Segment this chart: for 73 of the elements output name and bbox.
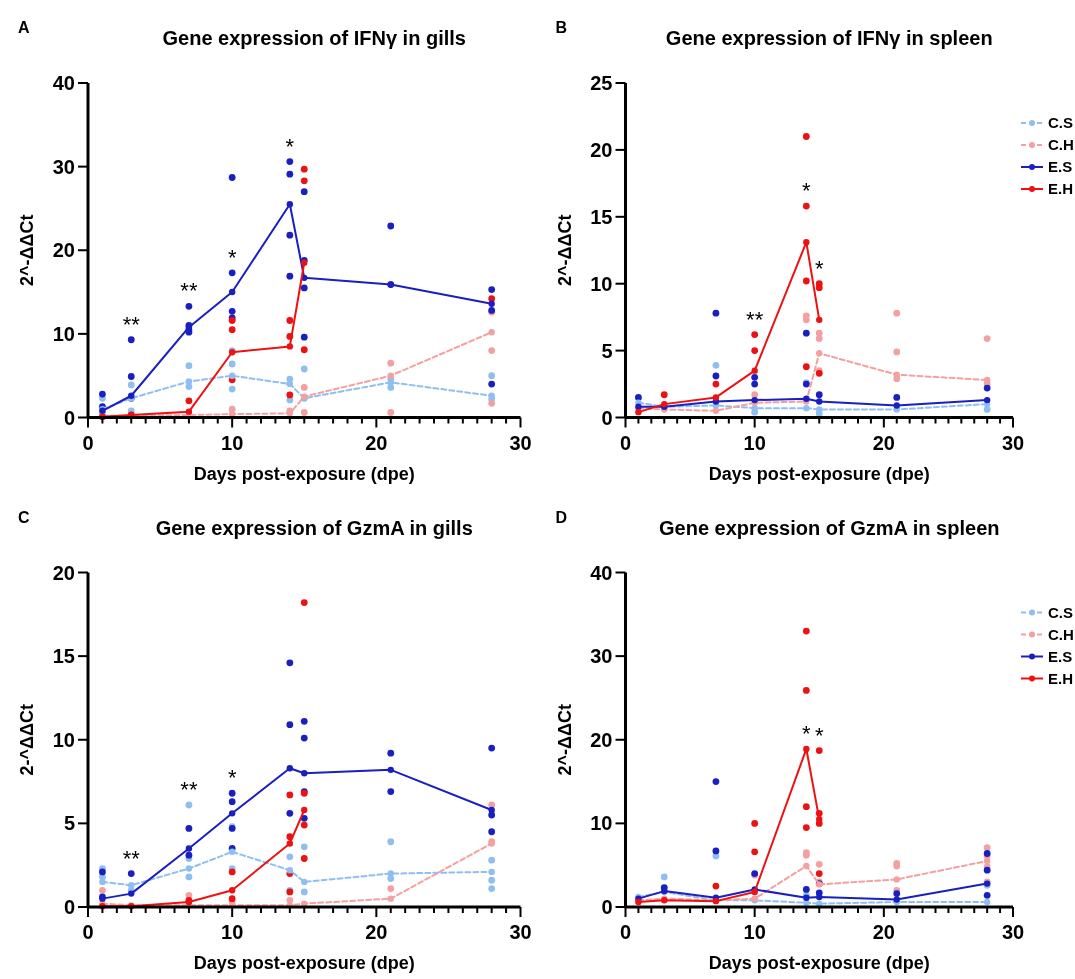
y-tick-label: 10 [590, 812, 613, 835]
annotation: ** [746, 306, 764, 332]
y-tick-label: 10 [52, 728, 75, 751]
annotation: ** [122, 311, 141, 337]
y-tick-label: 15 [590, 205, 613, 228]
legend-label: C.H [1048, 136, 1074, 154]
annotation: * [814, 255, 824, 281]
annotation: * [814, 722, 824, 748]
y-tick-label: 0 [601, 896, 613, 918]
x-axis-title: Days post-exposure (dpe) [708, 463, 930, 484]
legend-label: E.H [1048, 180, 1074, 198]
text: B [555, 19, 568, 36]
chart-title: Gene expression of GzmA in spleen [659, 516, 1000, 539]
y-tick-label: 0 [63, 896, 75, 918]
y-tick-label: 15 [52, 645, 75, 668]
y-tick-label: 5 [601, 339, 613, 362]
legend-label: E.S [1048, 158, 1073, 176]
legend-label: C.S [1048, 603, 1074, 621]
y-tick-label: 20 [590, 138, 613, 161]
x-tick-label: 10 [221, 921, 244, 943]
y-tick-label: 20 [590, 728, 613, 751]
annotation: * [285, 133, 295, 159]
y-tick-label: 25 [590, 72, 613, 94]
x-axis-title: Days post-exposure (dpe) [193, 953, 415, 973]
annotation: ** [122, 845, 141, 871]
x-tick-label: 30 [1001, 921, 1025, 943]
y-tick-label: 30 [52, 155, 75, 178]
y-axis-title: 2^-ΔΔCt [17, 214, 37, 286]
x-tick-label: 20 [365, 431, 388, 454]
text: D [555, 508, 568, 526]
x-tick-label: 0 [82, 921, 94, 943]
legend-label: E.H [1048, 669, 1074, 687]
y-tick-label: 0 [63, 406, 75, 429]
x-tick-label: 0 [619, 431, 632, 454]
x-tick-label: 20 [365, 921, 388, 943]
x-tick-label: 10 [743, 431, 766, 454]
x-tick-label: 0 [82, 431, 94, 454]
annotation: ** [180, 278, 198, 304]
annotation: * [802, 720, 812, 746]
y-axis-title: 2-^ΔΔCt [17, 704, 37, 776]
x-tick-label: 30 [509, 431, 532, 454]
text: C [18, 508, 30, 526]
y-axis-title: 2^-ΔΔCt [554, 704, 575, 776]
annotation: * [227, 244, 237, 270]
legend-label: C.S [1048, 114, 1074, 132]
x-tick-label: 10 [221, 431, 244, 454]
y-tick-label: 20 [52, 561, 75, 584]
y-tick-label: 10 [52, 322, 75, 345]
annotation: * [227, 765, 237, 791]
x-tick-label: 30 [1001, 431, 1025, 454]
y-tick-label: 30 [590, 645, 613, 668]
y-tick-label: 0 [601, 406, 613, 429]
legend-label: C.H [1048, 625, 1074, 643]
y-tick-label: 20 [52, 239, 75, 262]
x-tick-label: 30 [509, 921, 532, 943]
chart-title: Gene expression of IFNγ in gills [162, 27, 466, 49]
x-tick-label: 20 [872, 921, 895, 943]
annotation: ** [180, 776, 198, 802]
annotation: * [802, 178, 812, 204]
chart-title: Gene expression of IFNγ in spleen [665, 27, 993, 49]
x-tick-label: 20 [872, 431, 895, 454]
y-tick-label: 40 [52, 72, 75, 94]
y-tick-label: 10 [590, 272, 613, 295]
x-tick-label: 10 [743, 921, 766, 943]
x-tick-label: 0 [619, 921, 632, 943]
y-tick-label: 5 [63, 812, 75, 835]
y-tick-label: 40 [590, 561, 613, 584]
text: A [18, 19, 30, 36]
x-axis-title: Days post-exposure (dpe) [708, 953, 930, 973]
y-axis-title: 2^-ΔΔCt [554, 214, 575, 286]
x-axis-title: Days post-exposure (dpe) [193, 463, 415, 484]
legend-label: E.S [1048, 647, 1073, 665]
chart-title: Gene expression of GzmA in gills [155, 516, 473, 539]
